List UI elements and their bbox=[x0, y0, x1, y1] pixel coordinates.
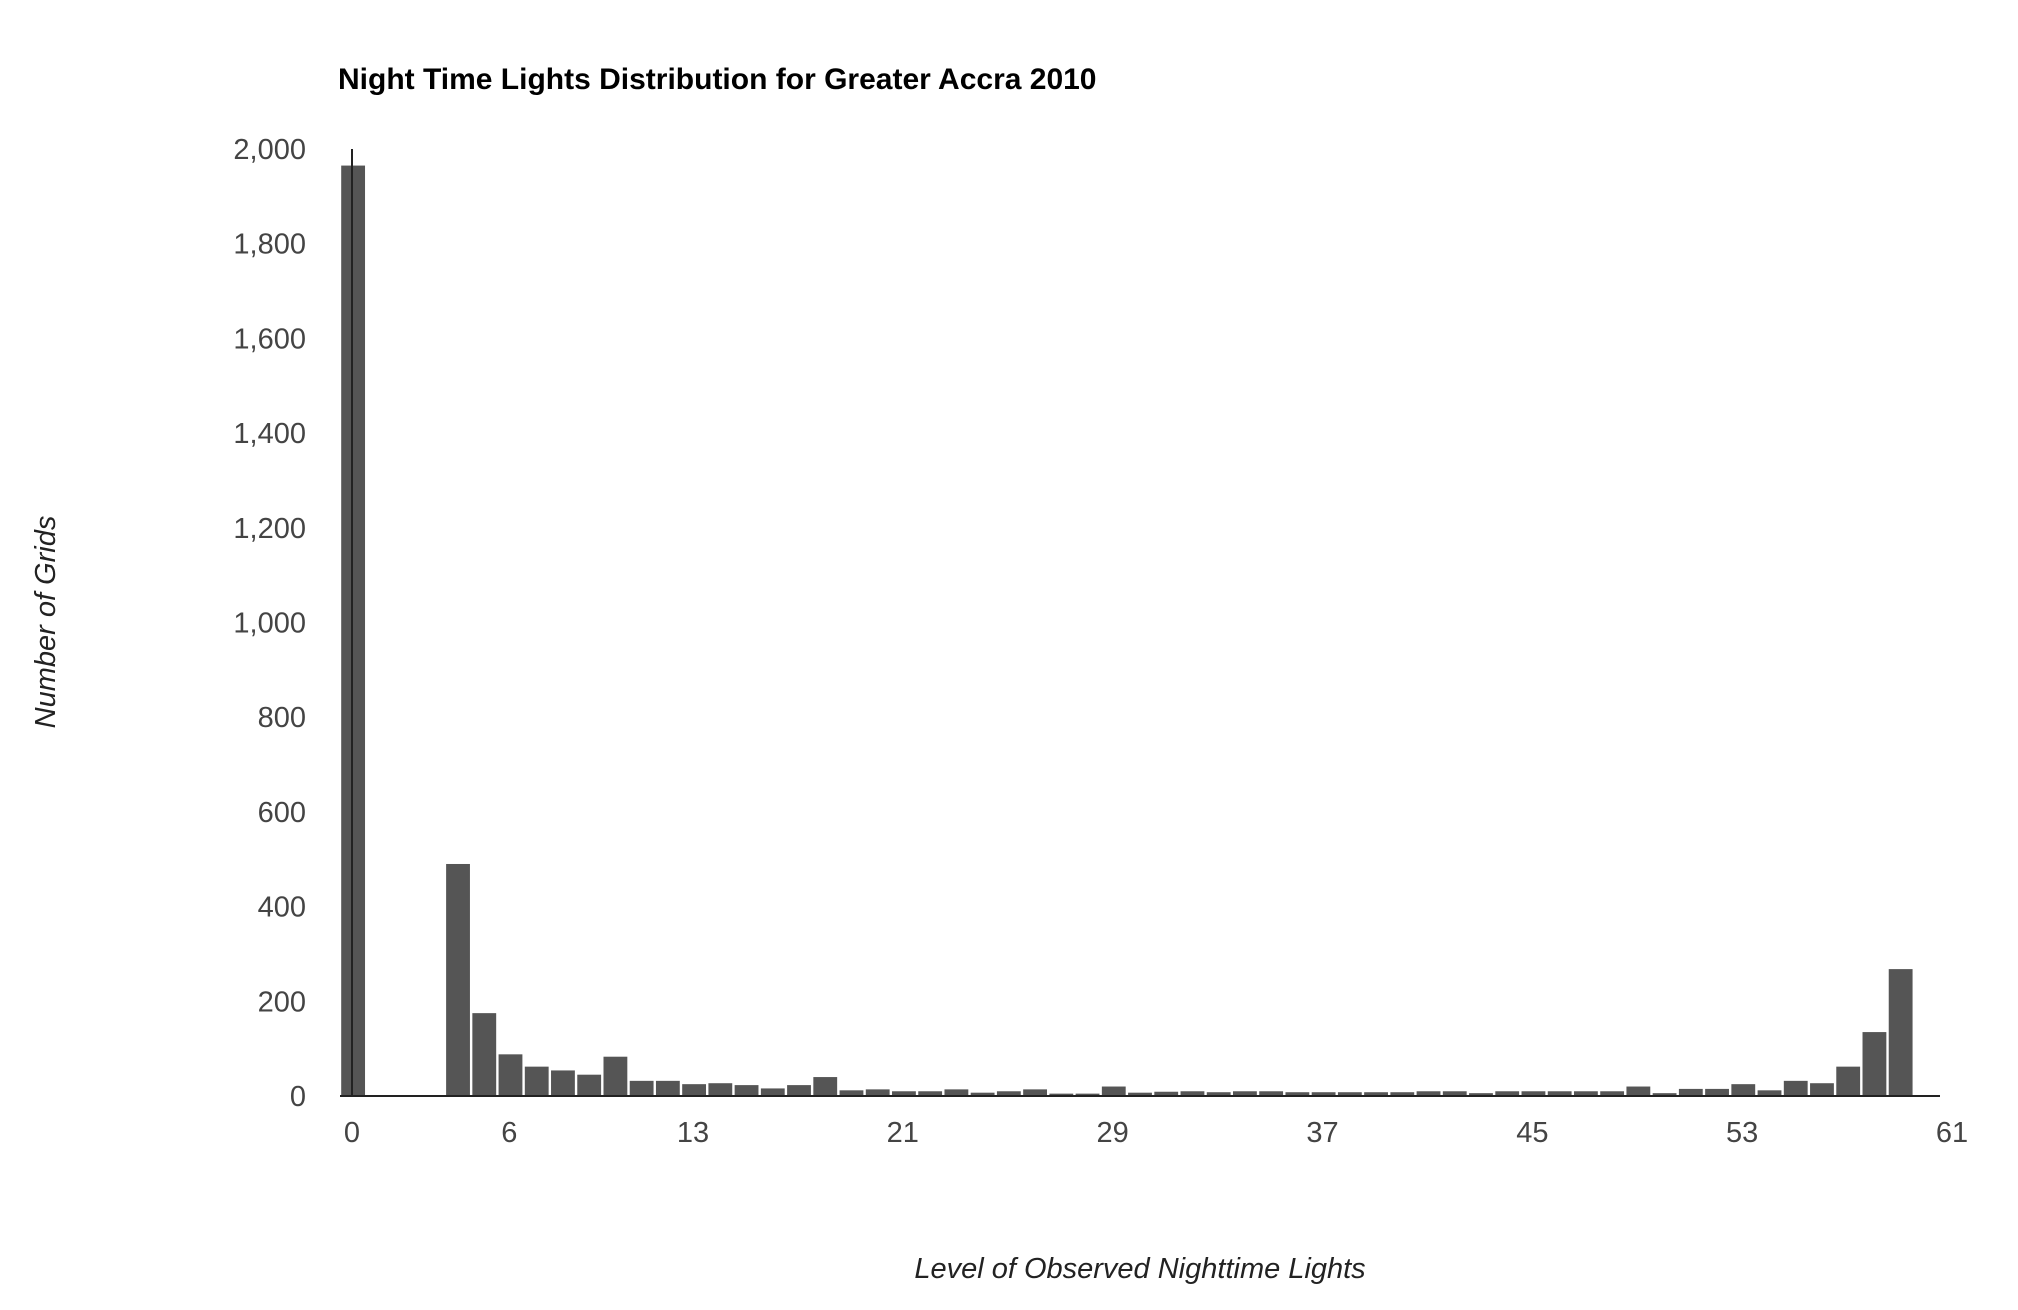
histogram-bar bbox=[839, 1090, 864, 1096]
y-axis-ticks: 0 200 400 600 800 1,000 1,200 1,400 1,600 1,800 2,… bbox=[233, 134, 306, 1113]
histogram-bar bbox=[472, 1013, 497, 1096]
x-tick-label: 37 bbox=[1306, 1117, 1338, 1149]
histogram-bar bbox=[682, 1084, 707, 1096]
histogram-bar bbox=[1521, 1091, 1546, 1096]
histogram-bar bbox=[1049, 1093, 1074, 1096]
histogram-bar bbox=[341, 165, 366, 1096]
histogram-bar bbox=[892, 1091, 916, 1096]
y-tick-label: 800 bbox=[258, 702, 306, 734]
histogram-bar bbox=[1337, 1092, 1362, 1096]
histogram-bar bbox=[1442, 1091, 1467, 1096]
histogram-bar bbox=[1154, 1091, 1179, 1096]
y-tick-label: 400 bbox=[258, 892, 306, 924]
histogram-bar bbox=[1495, 1091, 1520, 1096]
histogram-bar bbox=[1469, 1093, 1493, 1096]
y-tick-label: 2,000 bbox=[233, 134, 306, 166]
x-tick-label: 29 bbox=[1097, 1117, 1129, 1149]
histogram-bar bbox=[1836, 1066, 1861, 1096]
histogram-bar bbox=[524, 1066, 549, 1096]
histogram-bar bbox=[1390, 1092, 1415, 1096]
y-tick-label: 1,200 bbox=[233, 513, 306, 545]
x-tick-label: 13 bbox=[677, 1117, 709, 1149]
histogram-bar bbox=[629, 1080, 654, 1096]
x-tick-label: 0 bbox=[344, 1117, 360, 1149]
y-axis-title: Number of Grids bbox=[30, 516, 62, 729]
histogram-bar bbox=[1233, 1091, 1257, 1096]
histogram-bar bbox=[865, 1089, 890, 1096]
histogram-bar bbox=[1547, 1091, 1572, 1096]
histogram-bar bbox=[1311, 1092, 1336, 1096]
x-axis-ticks: 0 6 13 21 29 37 45 53 61 bbox=[344, 1117, 1968, 1149]
histogram-bar bbox=[1652, 1093, 1677, 1096]
histogram-bar bbox=[1783, 1080, 1808, 1096]
histogram-bar bbox=[708, 1083, 733, 1096]
bars-group bbox=[341, 165, 1913, 1096]
y-tick-label: 200 bbox=[258, 986, 306, 1018]
histogram-bar bbox=[1626, 1086, 1651, 1096]
histogram-bar bbox=[1180, 1091, 1205, 1096]
histogram-bar bbox=[1101, 1086, 1126, 1096]
x-tick-label: 45 bbox=[1516, 1117, 1548, 1149]
y-tick-label: 0 bbox=[290, 1081, 306, 1113]
histogram-bar bbox=[1364, 1092, 1388, 1096]
histogram-bar bbox=[498, 1054, 523, 1096]
y-tick-label: 1,000 bbox=[233, 608, 306, 640]
x-tick-label: 21 bbox=[887, 1117, 919, 1149]
y-tick-label: 1,600 bbox=[233, 323, 306, 355]
histogram-bar bbox=[1810, 1083, 1834, 1096]
histogram-bar bbox=[1600, 1091, 1625, 1096]
histogram-bar bbox=[787, 1085, 811, 1096]
histogram-bar bbox=[1206, 1092, 1231, 1096]
x-tick-label: 61 bbox=[1936, 1117, 1968, 1149]
histogram-bar bbox=[1416, 1091, 1441, 1096]
histogram-bar bbox=[1678, 1088, 1703, 1096]
histogram-bar bbox=[1573, 1091, 1598, 1096]
histogram-bar bbox=[1259, 1091, 1284, 1096]
x-axis-title: Level of Observed Nighttime Lights bbox=[914, 1253, 1365, 1285]
histogram-bar bbox=[1757, 1090, 1782, 1096]
histogram-bar bbox=[944, 1089, 969, 1096]
histogram-bar bbox=[1128, 1092, 1152, 1096]
histogram-bar bbox=[996, 1091, 1021, 1096]
histogram-bar bbox=[1888, 969, 1913, 1096]
chart-title: Night Time Lights Distribution for Great… bbox=[338, 63, 1097, 96]
histogram-bar bbox=[577, 1074, 602, 1096]
histogram-bar bbox=[813, 1077, 838, 1096]
histogram-bar bbox=[1705, 1088, 1729, 1096]
y-tick-label: 600 bbox=[258, 797, 306, 829]
histogram-bar bbox=[918, 1091, 943, 1096]
histogram-bar bbox=[970, 1092, 995, 1096]
histogram-bar bbox=[1862, 1032, 1887, 1096]
histogram-bar bbox=[1023, 1089, 1047, 1096]
histogram-bar bbox=[734, 1085, 759, 1096]
histogram-bar bbox=[1075, 1093, 1100, 1096]
x-tick-label: 53 bbox=[1726, 1117, 1758, 1149]
x-tick-label: 6 bbox=[501, 1117, 517, 1149]
histogram-bar bbox=[1285, 1092, 1310, 1096]
histogram-bar bbox=[655, 1080, 680, 1096]
histogram-bar bbox=[603, 1056, 628, 1096]
y-tick-label: 1,400 bbox=[233, 418, 306, 450]
histogram-bar bbox=[1731, 1084, 1756, 1096]
histogram-bar bbox=[551, 1070, 575, 1096]
histogram-bar bbox=[760, 1088, 785, 1096]
histogram-bar bbox=[446, 863, 470, 1096]
y-tick-label: 1,800 bbox=[233, 229, 306, 261]
